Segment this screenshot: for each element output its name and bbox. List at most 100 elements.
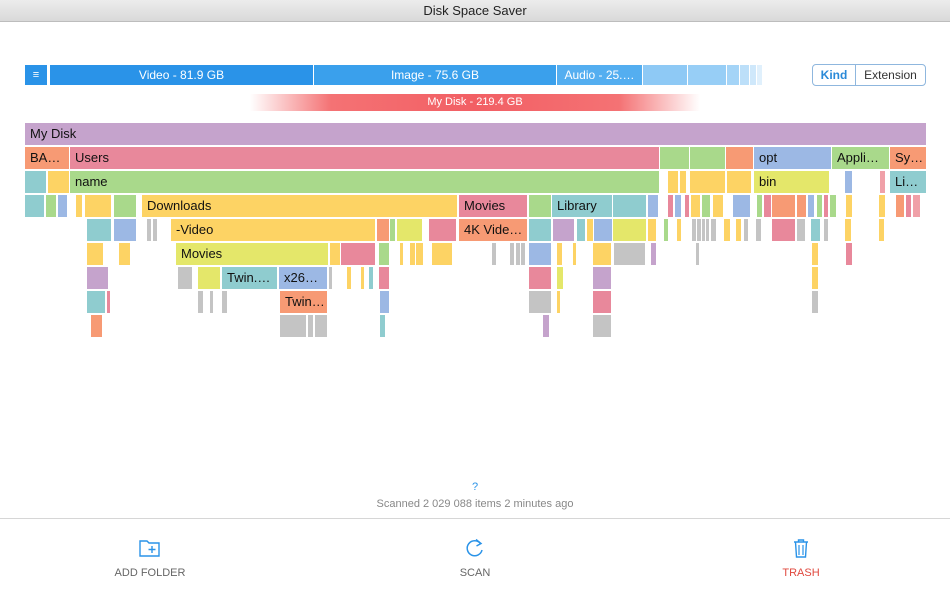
treemap-cell[interactable] <box>702 219 705 241</box>
treemap-cell[interactable] <box>529 219 551 241</box>
treemap-cell[interactable] <box>147 219 151 241</box>
treemap-cell[interactable] <box>114 195 136 217</box>
treemap-cell[interactable] <box>845 171 852 193</box>
treemap-cell[interactable] <box>697 219 701 241</box>
treemap-cell-name[interactable]: name <box>70 171 659 193</box>
treemap-cell-movies-top[interactable]: Movies <box>459 195 527 217</box>
treemap-cell[interactable] <box>713 195 723 217</box>
treemap-cell[interactable] <box>87 267 108 289</box>
treemap-cell[interactable] <box>660 147 689 169</box>
treemap-cell[interactable] <box>529 291 551 313</box>
treemap-cell-video[interactable]: -Video <box>171 219 375 241</box>
treemap-cell[interactable] <box>308 315 313 337</box>
treemap-cell[interactable] <box>553 219 574 241</box>
treemap-cell[interactable] <box>379 267 389 289</box>
treemap-cell[interactable] <box>529 243 551 265</box>
treemap-cell[interactable] <box>706 219 709 241</box>
treemap-cell[interactable] <box>397 219 422 241</box>
treemap-cell-appli[interactable]: Appli… <box>832 147 889 169</box>
treemap-cell[interactable] <box>91 315 102 337</box>
treemap-cell[interactable] <box>594 219 612 241</box>
treemap-cell[interactable] <box>772 195 795 217</box>
treemap-cell[interactable] <box>315 315 327 337</box>
treemap-cell[interactable] <box>711 219 716 241</box>
treemap-cell-twin1[interactable]: Twin.… <box>222 267 277 289</box>
add-folder-button[interactable]: ADD FOLDER <box>90 537 210 579</box>
treemap-cell[interactable] <box>87 243 103 265</box>
treemap-cell[interactable] <box>25 195 44 217</box>
treemap-cell-root[interactable]: My Disk <box>25 123 926 145</box>
treemap-cell[interactable] <box>87 291 105 313</box>
kind-segment-small[interactable] <box>750 65 756 85</box>
treemap-cell[interactable] <box>510 243 514 265</box>
treemap-cell[interactable] <box>846 195 852 217</box>
treemap-cell[interactable] <box>613 195 646 217</box>
kind-segment-small[interactable] <box>688 65 726 85</box>
treemap-cell[interactable] <box>726 147 753 169</box>
treemap-cell-downloads[interactable]: Downloads <box>142 195 457 217</box>
treemap-cell[interactable] <box>846 243 852 265</box>
treemap-cell[interactable] <box>329 267 332 289</box>
treemap-cell[interactable] <box>347 267 351 289</box>
treemap-cell[interactable] <box>593 267 611 289</box>
treemap-cell[interactable] <box>390 219 395 241</box>
treemap-cell[interactable] <box>198 291 203 313</box>
treemap-cell[interactable] <box>797 219 805 241</box>
help-link[interactable]: ? <box>471 481 479 493</box>
treemap-cell[interactable] <box>648 219 656 241</box>
kind-segment-small[interactable] <box>740 65 749 85</box>
treemap-cell[interactable] <box>764 195 771 217</box>
treemap-cell[interactable] <box>812 243 818 265</box>
treemap-cell[interactable] <box>593 291 611 313</box>
treemap-cell[interactable] <box>222 291 227 313</box>
treemap-cell[interactable] <box>25 171 46 193</box>
treemap-cell-bin[interactable]: bin <box>754 171 829 193</box>
treemap-cell[interactable] <box>880 171 885 193</box>
treemap-cell[interactable] <box>724 219 730 241</box>
treemap-cell[interactable] <box>380 315 385 337</box>
treemap-cell[interactable] <box>85 195 111 217</box>
treemap-cell[interactable] <box>377 219 389 241</box>
treemap-cell[interactable] <box>664 219 668 241</box>
treemap-cell[interactable] <box>369 267 373 289</box>
kind-segment-small[interactable] <box>727 65 739 85</box>
treemap-cell[interactable] <box>280 315 306 337</box>
kind-segment-small[interactable] <box>757 65 762 85</box>
treemap-cell-sy[interactable]: Sy… <box>890 147 926 169</box>
treemap-cell[interactable] <box>685 195 689 217</box>
treemap-cell[interactable] <box>119 243 130 265</box>
treemap-cell[interactable] <box>429 219 456 241</box>
treemap-cell[interactable] <box>557 291 560 313</box>
treemap-cell[interactable] <box>648 195 658 217</box>
treemap-cell[interactable] <box>210 291 213 313</box>
treemap-cell[interactable] <box>516 243 520 265</box>
treemap-cell[interactable] <box>76 195 82 217</box>
treemap-cell[interactable] <box>529 267 551 289</box>
treemap-cell[interactable] <box>87 219 111 241</box>
treemap-cell[interactable] <box>830 195 836 217</box>
treemap-cell[interactable] <box>361 267 364 289</box>
treemap-cell[interactable] <box>879 195 885 217</box>
treemap-cell[interactable] <box>380 291 389 313</box>
treemap-cell[interactable] <box>691 195 700 217</box>
kind-segment[interactable]: Audio - 25.… <box>557 65 642 85</box>
treemap-cell[interactable] <box>692 219 696 241</box>
treemap-cell[interactable] <box>153 219 157 241</box>
treemap-cell[interactable] <box>573 243 576 265</box>
treemap-cell[interactable] <box>680 171 686 193</box>
treemap-cell[interactable] <box>416 243 423 265</box>
treemap-cell[interactable] <box>613 219 646 241</box>
treemap-cell[interactable] <box>492 243 496 265</box>
treemap-cell[interactable] <box>529 195 551 217</box>
treemap-cell-movies-sub[interactable]: Movies <box>176 243 328 265</box>
treemap-cell[interactable] <box>178 267 192 289</box>
treemap-cell-library[interactable]: Library <box>552 195 612 217</box>
treemap-cell[interactable] <box>114 219 136 241</box>
menu-icon[interactable]: ≡ <box>25 65 47 85</box>
kind-segment-small[interactable] <box>643 65 687 85</box>
treemap-cell[interactable] <box>587 219 593 241</box>
treemap-cell-users[interactable]: Users <box>70 147 659 169</box>
extension-button[interactable]: Extension <box>864 68 917 82</box>
treemap-cell[interactable] <box>690 171 725 193</box>
treemap-cell[interactable] <box>668 171 678 193</box>
